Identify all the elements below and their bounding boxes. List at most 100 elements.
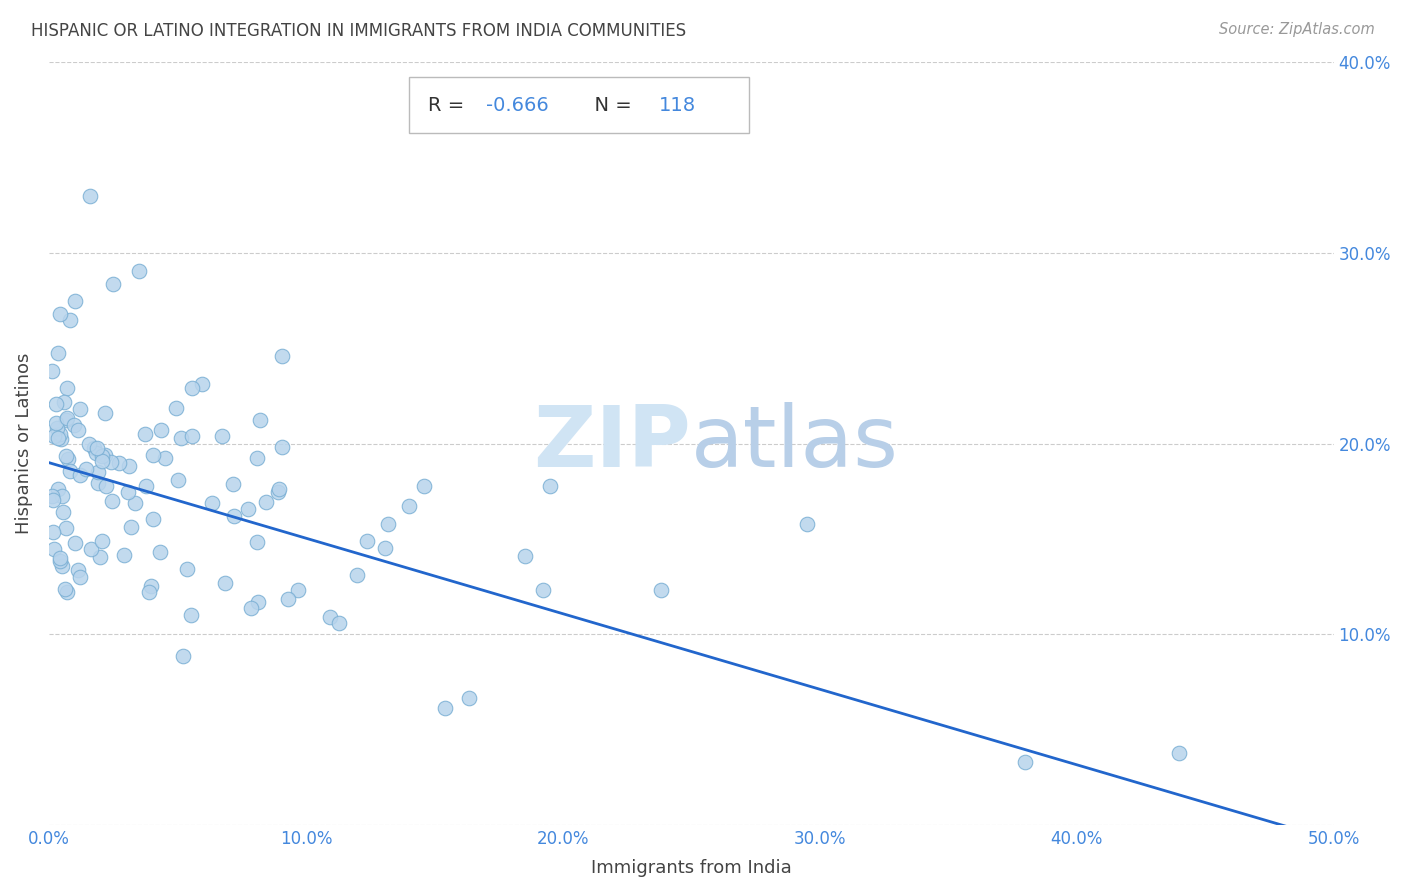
Text: N =: N = [582,96,638,115]
FancyBboxPatch shape [409,78,749,133]
Point [93,448,115,462]
Text: -0.666: -0.666 [485,96,548,115]
Point [277,591,299,606]
Point [398,499,420,513]
Point [56,585,79,599]
Point [176,561,198,575]
Point [124,496,146,510]
Point [138,585,160,599]
Point [56,451,79,466]
Point [319,609,342,624]
Point [166,473,188,487]
Point [247,595,270,609]
Point [42,542,65,557]
Point [42,492,65,507]
Point [53,582,76,596]
Point [374,541,396,555]
Point [83,441,105,455]
Point [86,475,108,490]
Text: Source: ZipAtlas.com: Source: ZipAtlas.com [1219,22,1375,37]
Point [63,293,86,308]
Point [55,449,77,463]
Point [149,423,172,437]
Point [201,495,224,509]
Point [142,449,165,463]
Point [69,467,91,482]
Point [222,476,245,491]
Point [271,440,294,454]
Point [56,381,79,395]
Point [46,482,69,496]
Point [79,436,101,450]
Point [59,464,82,478]
Point [49,550,72,565]
Point [69,570,91,584]
Point [103,277,125,292]
Point [49,554,72,568]
Point [538,478,561,492]
Point [100,493,122,508]
Point [328,615,350,630]
Point [531,582,554,597]
Point [134,426,156,441]
Point [42,429,65,443]
Point [75,462,97,476]
Point [67,423,90,437]
Point [45,420,67,434]
Point [45,397,67,411]
Text: HISPANIC OR LATINO INTEGRATION IN IMMIGRANTS FROM INDIA COMMUNITIES: HISPANIC OR LATINO INTEGRATION IN IMMIGR… [31,22,686,40]
Point [240,600,263,615]
Point [56,410,79,425]
Point [267,482,290,496]
Point [49,307,72,321]
Point [172,648,194,663]
Point [41,489,63,503]
Point [69,401,91,416]
Point [170,431,193,445]
Point [51,558,73,573]
Point [249,413,271,427]
X-axis label: Immigrants from India: Immigrants from India [591,859,792,877]
Point [84,446,107,460]
Point [413,479,436,493]
Point [271,349,294,363]
Point [165,401,187,416]
Point [377,517,399,532]
Point [180,607,202,622]
Point [65,536,87,550]
Point [117,484,139,499]
Point [118,458,141,473]
Point [41,363,63,377]
Point [139,579,162,593]
Point [93,406,115,420]
Point [246,534,269,549]
Point [458,691,481,706]
Point [128,264,150,278]
Point [55,413,77,427]
Point [142,512,165,526]
Point [63,418,86,433]
Text: 118: 118 [659,96,696,115]
Text: ZIP: ZIP [533,402,692,485]
Point [112,549,135,563]
Point [79,188,101,202]
Point [94,478,117,492]
Point [222,508,245,523]
Point [120,520,142,534]
Point [44,416,66,430]
Point [796,516,818,531]
Point [135,478,157,492]
Point [107,456,129,470]
Point [90,449,112,463]
Point [191,376,214,391]
Point [236,501,259,516]
Point [434,701,457,715]
Point [148,545,170,559]
Y-axis label: Hispanics or Latinos: Hispanics or Latinos [15,353,32,534]
Point [356,534,378,549]
Point [66,563,89,577]
Point [48,346,70,360]
Point [155,451,177,466]
Text: atlas: atlas [692,402,900,485]
Point [89,550,111,565]
